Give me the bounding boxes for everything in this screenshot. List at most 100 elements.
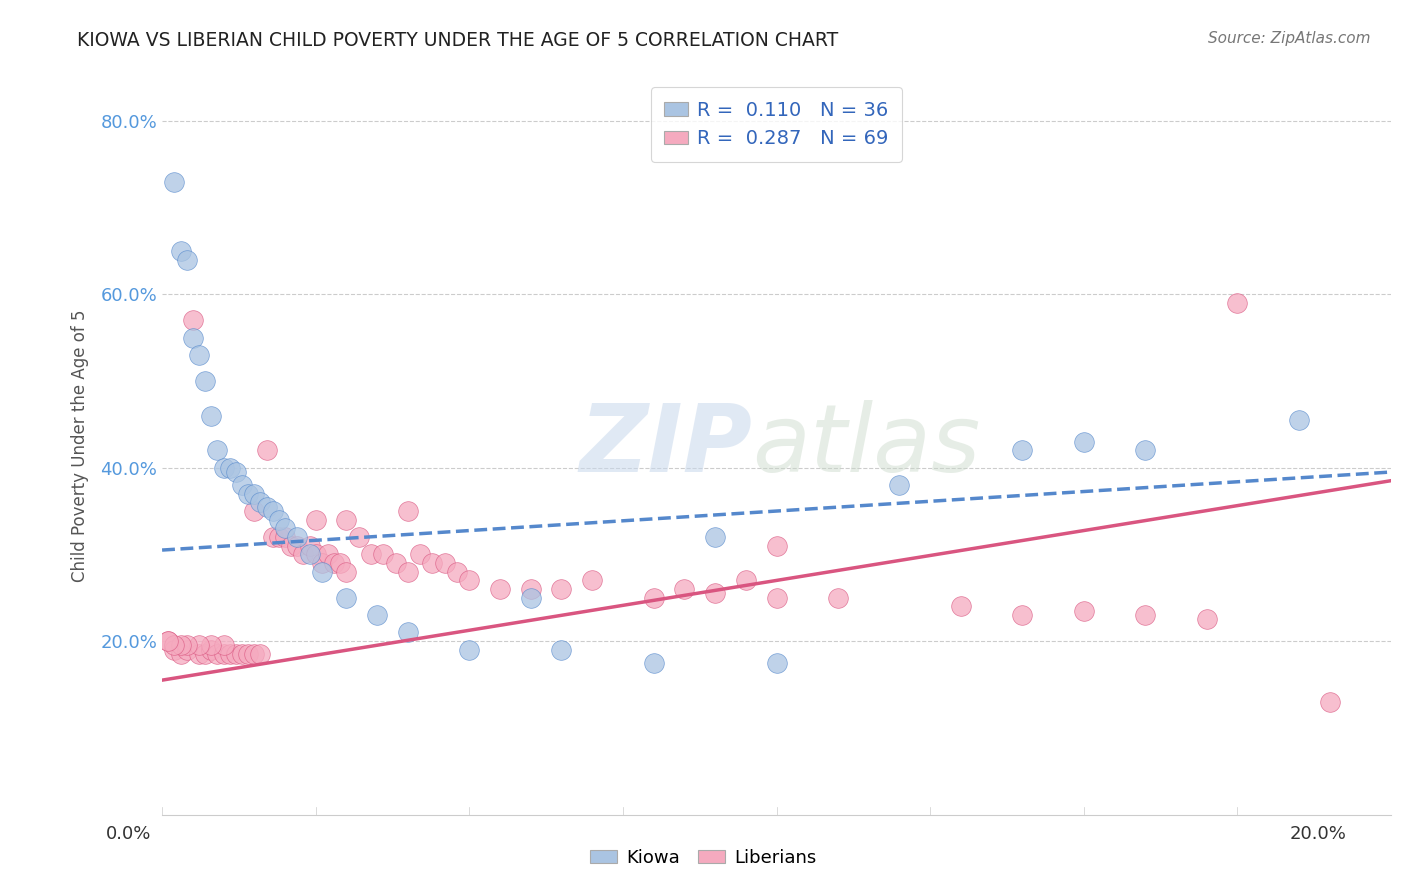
Point	[366, 608, 388, 623]
Point	[311, 565, 333, 579]
Point	[360, 548, 382, 562]
Point	[163, 174, 186, 188]
Point	[329, 556, 352, 570]
Point	[422, 556, 444, 570]
Point	[169, 244, 191, 258]
Point	[262, 530, 284, 544]
Point	[1195, 612, 1218, 626]
Point	[243, 504, 266, 518]
Point	[212, 647, 235, 661]
Point	[249, 647, 271, 661]
Point	[225, 465, 247, 479]
Point	[581, 574, 603, 588]
Point	[274, 530, 297, 544]
Point	[704, 586, 727, 600]
Point	[335, 565, 357, 579]
Point	[1319, 695, 1341, 709]
Point	[396, 565, 419, 579]
Point	[163, 642, 186, 657]
Point	[335, 591, 357, 605]
Point	[643, 591, 665, 605]
Point	[384, 556, 406, 570]
Text: atlas: atlas	[752, 401, 980, 491]
Point	[157, 634, 180, 648]
Point	[1226, 296, 1249, 310]
Point	[335, 513, 357, 527]
Point	[519, 591, 541, 605]
Point	[243, 647, 266, 661]
Point	[519, 582, 541, 596]
Point	[188, 348, 211, 362]
Point	[305, 548, 328, 562]
Point	[256, 500, 278, 514]
Point	[285, 539, 308, 553]
Text: ZIP: ZIP	[579, 400, 752, 492]
Point	[200, 409, 222, 423]
Point	[176, 252, 198, 267]
Point	[243, 486, 266, 500]
Point	[188, 647, 211, 661]
Point	[305, 513, 328, 527]
Point	[267, 513, 290, 527]
Point	[236, 647, 259, 661]
Point	[446, 565, 468, 579]
Point	[1011, 443, 1033, 458]
Point	[163, 639, 186, 653]
Point	[194, 647, 217, 661]
Point	[1011, 608, 1033, 623]
Point	[298, 539, 321, 553]
Point	[194, 374, 217, 388]
Point	[827, 591, 849, 605]
Point	[311, 556, 333, 570]
Point	[249, 495, 271, 509]
Point	[262, 504, 284, 518]
Point	[765, 656, 787, 670]
Point	[200, 642, 222, 657]
Point	[1135, 608, 1157, 623]
Point	[207, 443, 229, 458]
Text: 0.0%: 0.0%	[105, 825, 150, 843]
Point	[643, 656, 665, 670]
Text: 20.0%: 20.0%	[1291, 825, 1347, 843]
Point	[176, 639, 198, 653]
Point	[225, 647, 247, 661]
Point	[396, 504, 419, 518]
Point	[212, 460, 235, 475]
Point	[218, 460, 240, 475]
Point	[231, 647, 253, 661]
Point	[433, 556, 456, 570]
Point	[458, 642, 481, 657]
Point	[218, 647, 240, 661]
Point	[285, 530, 308, 544]
Point	[274, 521, 297, 535]
Point	[458, 574, 481, 588]
Point	[889, 478, 911, 492]
Point	[1135, 443, 1157, 458]
Point	[200, 639, 222, 653]
Point	[1288, 413, 1310, 427]
Point	[292, 548, 315, 562]
Point	[347, 530, 370, 544]
Point	[1073, 604, 1095, 618]
Point	[157, 634, 180, 648]
Text: Source: ZipAtlas.com: Source: ZipAtlas.com	[1208, 31, 1371, 46]
Point	[673, 582, 696, 596]
Point	[169, 647, 191, 661]
Legend: Kiowa, Liberians: Kiowa, Liberians	[582, 842, 824, 874]
Point	[256, 443, 278, 458]
Point	[188, 639, 211, 653]
Point	[207, 647, 229, 661]
Point	[212, 639, 235, 653]
Point	[489, 582, 512, 596]
Point	[181, 330, 204, 344]
Point	[550, 582, 572, 596]
Y-axis label: Child Poverty Under the Age of 5: Child Poverty Under the Age of 5	[72, 310, 89, 582]
Point	[181, 313, 204, 327]
Text: KIOWA VS LIBERIAN CHILD POVERTY UNDER THE AGE OF 5 CORRELATION CHART: KIOWA VS LIBERIAN CHILD POVERTY UNDER TH…	[77, 31, 838, 50]
Point	[231, 478, 253, 492]
Point	[396, 625, 419, 640]
Point	[734, 574, 756, 588]
Point	[1073, 434, 1095, 449]
Legend: R =  0.110   N = 36, R =  0.287   N = 69: R = 0.110 N = 36, R = 0.287 N = 69	[651, 87, 903, 162]
Point	[550, 642, 572, 657]
